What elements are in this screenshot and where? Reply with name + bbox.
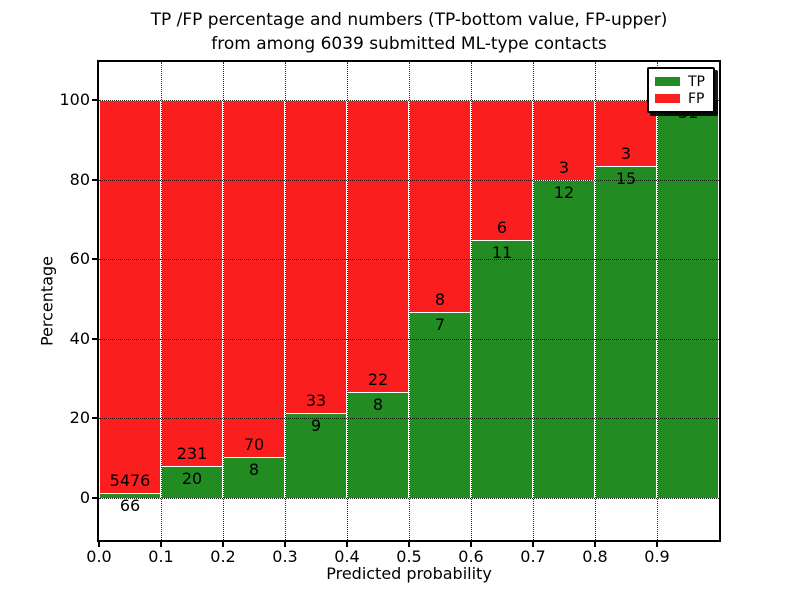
tp-count-label: 11 xyxy=(491,243,513,263)
bar-segment-fp xyxy=(595,100,657,167)
y-tickmark xyxy=(92,258,97,261)
legend-label-fp: FP xyxy=(688,90,705,107)
legend: TP FP xyxy=(647,67,715,113)
x-gridline xyxy=(533,62,534,540)
fp-count-label: 5476 xyxy=(109,471,151,491)
y-gridline xyxy=(99,498,719,499)
fp-count-label: 231 xyxy=(176,444,208,464)
x-tickmark xyxy=(222,542,224,547)
y-tickmark xyxy=(92,497,97,499)
x-tick-label: 0.7 xyxy=(520,547,546,566)
fp-count-label: 33 xyxy=(305,390,327,410)
bar-segment-tp xyxy=(657,100,719,498)
y-tick-label: 40 xyxy=(69,328,90,348)
fp-count-label: 3 xyxy=(558,157,570,177)
tp-swatch-icon xyxy=(655,77,680,86)
x-tick-label: 0.0 xyxy=(86,547,112,566)
tp-count-label: 66 xyxy=(119,496,141,516)
tp-count-label: 20 xyxy=(181,469,203,489)
x-gridline xyxy=(595,62,596,540)
y-tickmark xyxy=(92,337,97,340)
bar-segment-fp xyxy=(347,100,409,392)
y-tick-label: 0 xyxy=(79,488,90,507)
bar-segment-tp xyxy=(347,391,409,498)
tp-count-label: 9 xyxy=(310,415,322,435)
fp-count-label: 22 xyxy=(367,369,389,389)
fp-swatch-icon xyxy=(655,94,680,103)
chart-title-line1: TP /FP percentage and numbers (TP-bottom… xyxy=(150,10,668,30)
x-gridline xyxy=(285,62,286,540)
chart-title: TP /FP percentage and numbers (TP-bottom… xyxy=(99,8,719,56)
x-tick-label: 0.8 xyxy=(582,547,608,566)
bar-segment-tp xyxy=(409,312,471,498)
bar-segment-tp xyxy=(471,240,533,498)
y-tick-label: 20 xyxy=(69,408,90,428)
tp-count-label: 15 xyxy=(615,169,637,189)
y-gridline xyxy=(99,338,719,340)
x-tickmark xyxy=(346,542,348,547)
y-gridline xyxy=(99,418,719,420)
x-tick-label: 0.6 xyxy=(458,547,484,566)
fp-count-label: 8 xyxy=(434,290,446,310)
y-tickmark xyxy=(92,99,97,101)
legend-entry-tp: TP xyxy=(655,74,707,90)
tp-count-label: 8 xyxy=(248,460,260,480)
tp-count-label: 7 xyxy=(434,315,446,335)
tp-count-label: 12 xyxy=(553,182,575,202)
x-tick-label: 0.3 xyxy=(272,547,298,566)
legend-entry-fp: FP xyxy=(655,91,707,107)
fp-count-label: 6 xyxy=(496,218,508,238)
y-tick-label: 80 xyxy=(69,169,90,189)
x-gridline xyxy=(471,62,472,540)
y-gridline xyxy=(99,100,719,101)
x-gridline xyxy=(347,62,348,540)
bar-segment-fp xyxy=(471,100,533,241)
bar-segment-tp xyxy=(595,166,657,498)
fp-count-label: 3 xyxy=(620,144,632,164)
x-tick-label: 0.5 xyxy=(396,547,422,566)
bar-segment-fp xyxy=(223,100,285,458)
x-tickmark xyxy=(656,542,658,547)
x-tickmark xyxy=(532,542,534,547)
y-axis-label: Percentage xyxy=(37,255,57,347)
bar-segment-fp xyxy=(533,100,595,180)
x-gridline xyxy=(161,62,162,540)
x-gridline xyxy=(657,62,658,540)
bar-segment-tp xyxy=(99,493,161,498)
tp-count-label: 8 xyxy=(372,394,384,414)
y-tick-label: 100 xyxy=(59,90,90,109)
bar-segment-fp xyxy=(99,100,161,494)
x-tick-label: 0.1 xyxy=(148,547,174,566)
bar-segment-fp xyxy=(161,100,223,467)
x-gridline xyxy=(223,62,224,540)
x-tick-label: 0.2 xyxy=(210,547,236,566)
y-tickmark xyxy=(92,417,97,420)
fp-count-label: 70 xyxy=(243,435,265,455)
bar-segment-tp xyxy=(285,412,347,498)
x-tickmark xyxy=(470,542,472,547)
x-tickmark xyxy=(284,542,286,547)
bar-segment-fp xyxy=(285,100,347,413)
x-tickmark xyxy=(594,542,596,547)
bar-segment-fp xyxy=(409,100,471,313)
x-tick-label: 0.4 xyxy=(334,547,360,566)
chart-title-line2: from among 6039 submitted ML-type contac… xyxy=(211,34,607,54)
y-gridline xyxy=(99,179,719,181)
x-tickmark xyxy=(160,542,162,547)
y-tickmark xyxy=(92,178,97,181)
legend-label-tp: TP xyxy=(688,73,705,90)
x-tickmark xyxy=(98,542,100,547)
plot-area: 547666231207083392288761131231531 xyxy=(97,60,721,542)
x-axis-label: Predicted probability xyxy=(326,564,492,583)
x-tick-label: 0.9 xyxy=(644,547,670,566)
y-gridline xyxy=(99,259,719,261)
bar-segment-tp xyxy=(161,466,223,498)
y-tick-label: 60 xyxy=(69,249,90,269)
x-tickmark xyxy=(408,542,410,547)
x-gridline xyxy=(409,62,410,540)
